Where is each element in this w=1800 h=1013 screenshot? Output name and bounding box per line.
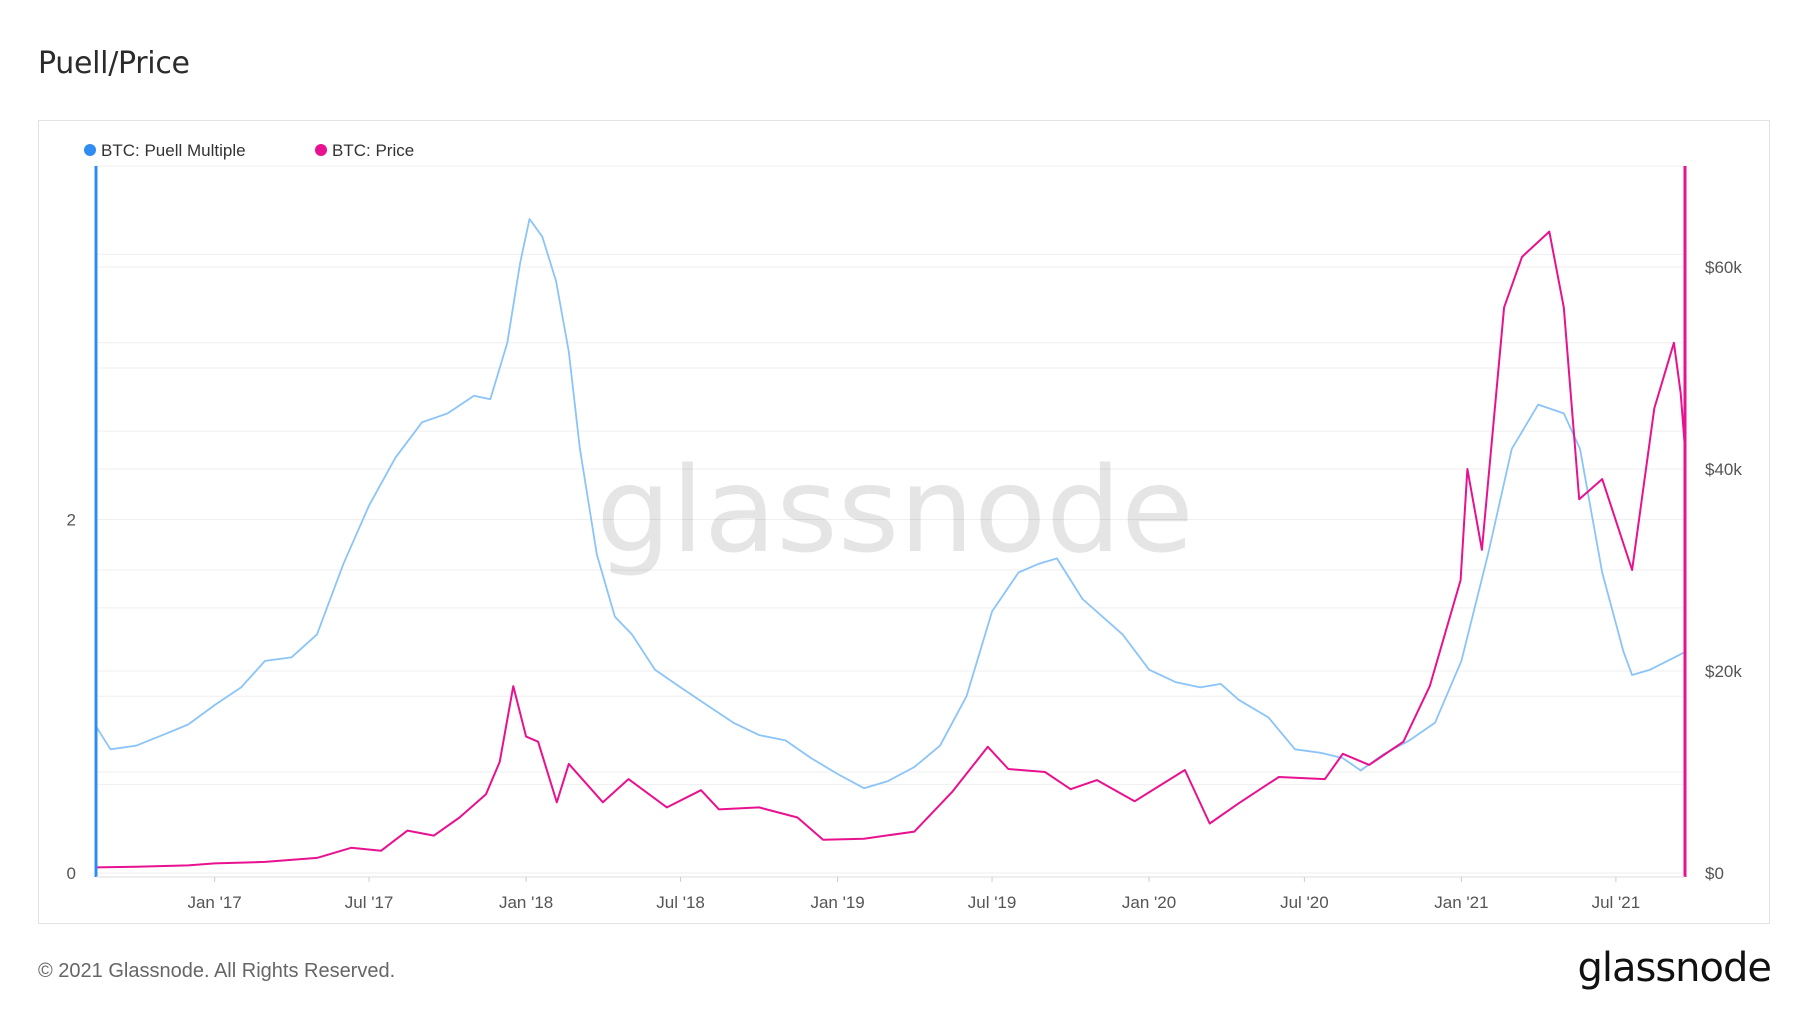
x-tick-label: Jan '21 [1434, 893, 1488, 912]
footer-brand-logo: glassnode [1577, 945, 1772, 991]
series-line-price [95, 230, 1686, 869]
page-title: Puell/Price [38, 46, 190, 81]
chart-svg: glassnode 0 2 $0 $20k $40k $60k Jan '17 Jul '17… [67, 141, 1743, 912]
legend: BTC: Puell Multiple BTC: Price [84, 141, 414, 160]
x-tick-label: Jan '18 [499, 893, 553, 912]
y-right-tick-label: $60k [1705, 258, 1742, 277]
y-right-tick-label: $40k [1705, 460, 1742, 479]
x-tick-label: Jul '17 [345, 893, 394, 912]
legend-marker-puell-multiple [84, 144, 96, 156]
legend-label-puell-multiple: BTC: Puell Multiple [101, 141, 246, 160]
x-tick-label: Jul '21 [1592, 893, 1641, 912]
series-layer [95, 218, 1686, 869]
y-left-tick-label: 2 [67, 511, 76, 530]
chart-frame: glassnode 0 2 $0 $20k $40k $60k Jan '17 Jul '17… [38, 120, 1770, 924]
footer-copyright: © 2021 Glassnode. All Rights Reserved. [38, 960, 396, 982]
x-tick-label: Jul '20 [1280, 893, 1329, 912]
x-tick-label: Jul '19 [968, 893, 1017, 912]
legend-label-price: BTC: Price [332, 141, 414, 160]
x-tick-label: Jan '19 [810, 893, 864, 912]
axis-layer: 0 2 $0 $20k $40k $60k Jan '17 Jul '17 Jan '18 Jul… [67, 166, 1742, 912]
legend-marker-price [315, 144, 327, 156]
series-line-puell-multiple [95, 218, 1686, 790]
y-left-tick-label: 0 [67, 864, 76, 883]
y-right-tick-label: $20k [1705, 662, 1742, 681]
x-tick-label: Jan '20 [1122, 893, 1176, 912]
grid-layer [96, 165, 1685, 874]
x-tick-label: Jan '17 [187, 893, 241, 912]
y-right-tick-label: $0 [1705, 864, 1724, 883]
x-tick-label: Jul '18 [656, 893, 705, 912]
watermark: glassnode [596, 441, 1193, 579]
